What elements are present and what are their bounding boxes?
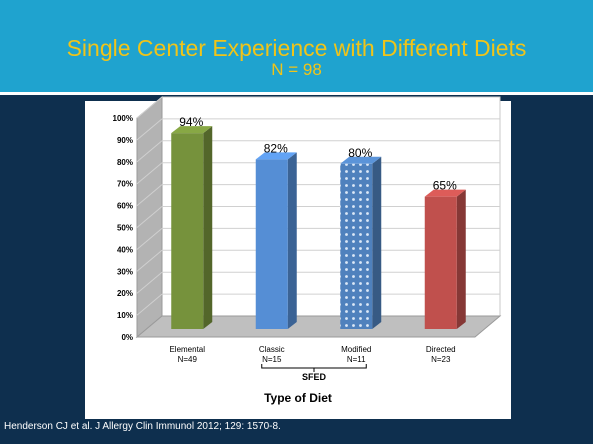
citation: Henderson CJ et al. J Allergy Clin Immun… (4, 421, 281, 432)
y-tick-label: 50% (117, 224, 133, 233)
x-tick-label: Directed (426, 345, 456, 354)
gridline-side (136, 249, 163, 272)
gridline-side (136, 140, 163, 163)
y-tick-label: 30% (117, 267, 133, 276)
y-tick-label: 10% (117, 311, 133, 320)
title-banner: Single Center Experience with Different … (0, 0, 593, 92)
group-label: SFED (302, 372, 327, 382)
gridline-side (136, 206, 163, 228)
x-count-label: N=15 (262, 355, 282, 364)
bar-top-face (171, 126, 213, 134)
gridline-side (136, 118, 163, 141)
y-tick-label: 100% (113, 114, 133, 123)
bar-modified (340, 156, 382, 329)
bar-front-face (255, 159, 288, 329)
bar-front-face (424, 196, 457, 329)
gridline-side (136, 228, 163, 250)
y-tick-label: 40% (117, 245, 133, 254)
y-tick-label: 80% (117, 158, 133, 167)
gridline-side (136, 271, 163, 294)
bar-front-face (171, 133, 204, 329)
slide-title: Single Center Experience with Different … (66, 35, 527, 61)
bar-side-face (372, 156, 382, 329)
x-axis-title: Type of Diet (264, 391, 332, 405)
bar-top-face (255, 152, 297, 160)
title-divider (0, 92, 593, 95)
bar-elemental (171, 126, 213, 329)
gridline-side (136, 293, 163, 316)
slide-subtitle: N = 98 (271, 60, 322, 79)
y-tick-label: 0% (121, 333, 133, 342)
x-count-label: N=23 (431, 355, 451, 364)
chart-floor (135, 315, 502, 338)
bar-side-face (287, 152, 297, 329)
x-tick-label: Classic (259, 345, 285, 354)
y-tick-label: 90% (117, 136, 133, 145)
bar-top-face (424, 189, 466, 197)
data-label: 82% (264, 141, 288, 155)
data-label: 94% (179, 115, 203, 129)
y-tick-label: 20% (117, 289, 133, 298)
y-tick-label: 60% (117, 202, 133, 211)
x-count-label: N=11 (347, 355, 366, 364)
gridline-side (136, 96, 163, 119)
data-label: 80% (348, 146, 372, 160)
bar-directed (424, 189, 466, 329)
bar-side-face (203, 126, 213, 329)
y-tick-label: 70% (117, 180, 133, 189)
bar-side-face (456, 189, 466, 329)
gridline-side (136, 184, 163, 206)
bar-top-face (340, 156, 382, 164)
bar-front-face (340, 163, 373, 329)
gridline-side (136, 162, 163, 185)
sfed-bracket (261, 364, 367, 369)
x-tick-label: Modified (341, 345, 371, 354)
bar-classic (255, 152, 297, 329)
x-count-label: N=49 (178, 355, 198, 364)
x-tick-label: Elemental (169, 345, 205, 354)
data-label: 65% (433, 179, 457, 193)
